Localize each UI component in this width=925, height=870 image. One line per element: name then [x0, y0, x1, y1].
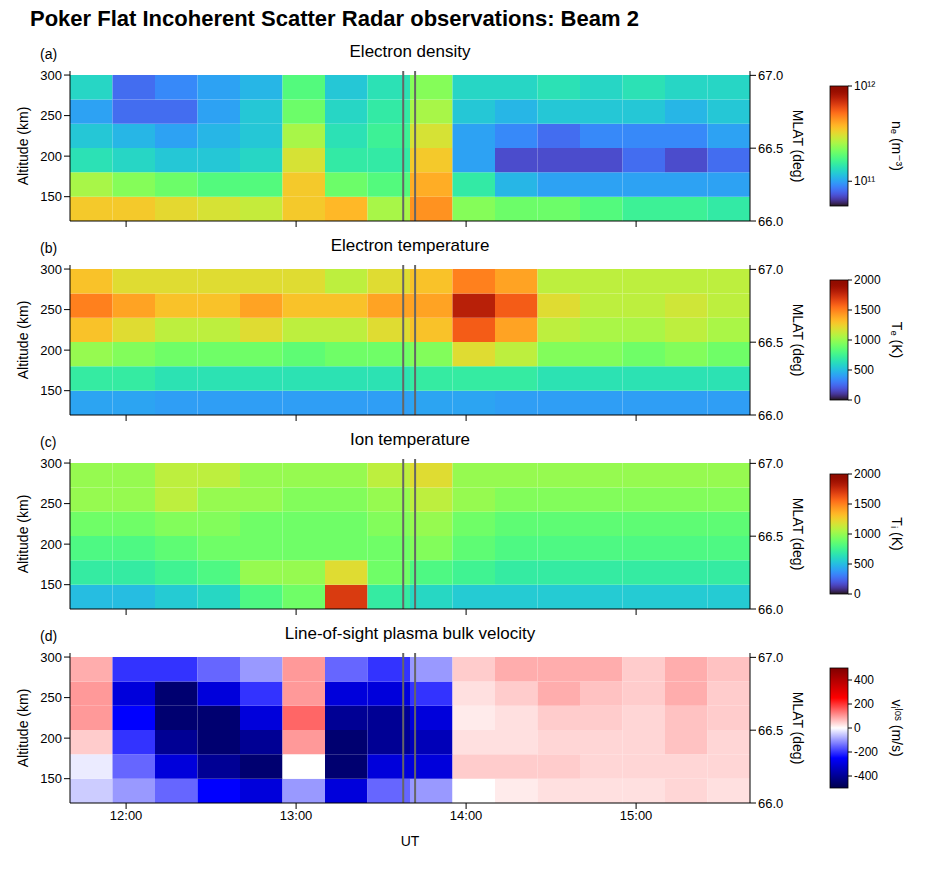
svg-text:0: 0 — [854, 393, 861, 407]
svg-text:67.0: 67.0 — [758, 262, 783, 277]
svg-text:67.0: 67.0 — [758, 456, 783, 471]
svg-text:400: 400 — [854, 673, 874, 687]
svg-text:Altitude (km): Altitude (km) — [15, 495, 31, 574]
svg-text:250: 250 — [40, 302, 62, 317]
svg-text:150: 150 — [40, 577, 62, 592]
svg-text:Altitude (km): Altitude (km) — [15, 301, 31, 380]
svg-text:250: 250 — [40, 690, 62, 705]
svg-text:66.5: 66.5 — [758, 723, 783, 738]
svg-text:2000: 2000 — [854, 467, 881, 481]
svg-text:150: 150 — [40, 189, 62, 204]
html-text:(a): (a) — [40, 46, 58, 62]
svg-text:200: 200 — [40, 731, 62, 746]
svg-text:MLAT (deg): MLAT (deg) — [790, 498, 806, 571]
svg-text:66.0: 66.0 — [758, 796, 783, 811]
svg-text:66.0: 66.0 — [758, 408, 783, 423]
svg-text:15:00: 15:00 — [620, 808, 653, 823]
html-text:Electron temperature: Electron temperature — [330, 236, 490, 255]
svg-text:300: 300 — [40, 456, 62, 471]
svg-text:200: 200 — [40, 149, 62, 164]
svg-text:66.5: 66.5 — [758, 141, 783, 156]
svg-text:300: 300 — [40, 68, 62, 83]
svg-text:150: 150 — [40, 771, 62, 786]
svg-text:UT: UT — [401, 833, 420, 849]
svg-text:66.0: 66.0 — [758, 214, 783, 229]
svg-text:Tₑ (K): Tₑ (K) — [889, 322, 905, 358]
svg-text:66.5: 66.5 — [758, 335, 783, 350]
svg-text:150: 150 — [40, 383, 62, 398]
svg-text:MLAT (deg): MLAT (deg) — [790, 110, 806, 183]
svg-text:0: 0 — [854, 587, 861, 601]
svg-text:Altitude (km): Altitude (km) — [15, 107, 31, 186]
html-text:(d): (d) — [40, 628, 58, 644]
svg-text:66.5: 66.5 — [758, 529, 783, 544]
svg-text:12:00: 12:00 — [110, 808, 143, 823]
svg-text:-400: -400 — [854, 769, 878, 783]
svg-text:MLAT (deg): MLAT (deg) — [790, 692, 806, 765]
svg-text:300: 300 — [40, 262, 62, 277]
svg-text:1000: 1000 — [854, 527, 881, 541]
svg-text:67.0: 67.0 — [758, 68, 783, 83]
html-text:Ion temperature: Ion temperature — [350, 430, 470, 449]
svg-text:1500: 1500 — [854, 303, 881, 317]
svg-text:250: 250 — [40, 108, 62, 123]
svg-text:1000: 1000 — [854, 333, 881, 347]
html-text:(c): (c) — [40, 434, 57, 450]
svg-text:Altitude (km): Altitude (km) — [15, 689, 31, 768]
svg-text:10¹²: 10¹² — [854, 79, 875, 93]
svg-text:2000: 2000 — [854, 273, 881, 287]
html-text:Poker Flat Incoherent Scatter: Poker Flat Incoherent Scatter Radar obse… — [30, 6, 639, 31]
html-text:Line-of-sight plasma bulk velo: Line-of-sight plasma bulk velocity — [284, 624, 536, 643]
svg-text:300: 300 — [40, 650, 62, 665]
svg-text:200: 200 — [854, 697, 874, 711]
svg-text:66.0: 66.0 — [758, 602, 783, 617]
svg-text:nₑ (m⁻³): nₑ (m⁻³) — [889, 121, 905, 171]
svg-text:500: 500 — [854, 363, 874, 377]
svg-text:14:00: 14:00 — [450, 808, 483, 823]
svg-text:200: 200 — [40, 537, 62, 552]
svg-text:Tᵢ (K): Tᵢ (K) — [889, 517, 905, 550]
svg-text:-200: -200 — [854, 745, 878, 759]
svg-text:0: 0 — [854, 721, 861, 735]
svg-text:67.0: 67.0 — [758, 650, 783, 665]
html-text:Electron density: Electron density — [349, 42, 471, 61]
svg-text:MLAT (deg): MLAT (deg) — [790, 304, 806, 377]
svg-text:vᵢˡᵒˢ (m/s): vᵢˡᵒˢ (m/s) — [889, 699, 905, 756]
svg-text:250: 250 — [40, 496, 62, 511]
svg-text:200: 200 — [40, 343, 62, 358]
html-text:(b): (b) — [40, 240, 58, 256]
svg-text:500: 500 — [854, 557, 874, 571]
svg-text:10¹¹: 10¹¹ — [854, 174, 875, 188]
svg-text:13:00: 13:00 — [280, 808, 313, 823]
svg-text:1500: 1500 — [854, 497, 881, 511]
